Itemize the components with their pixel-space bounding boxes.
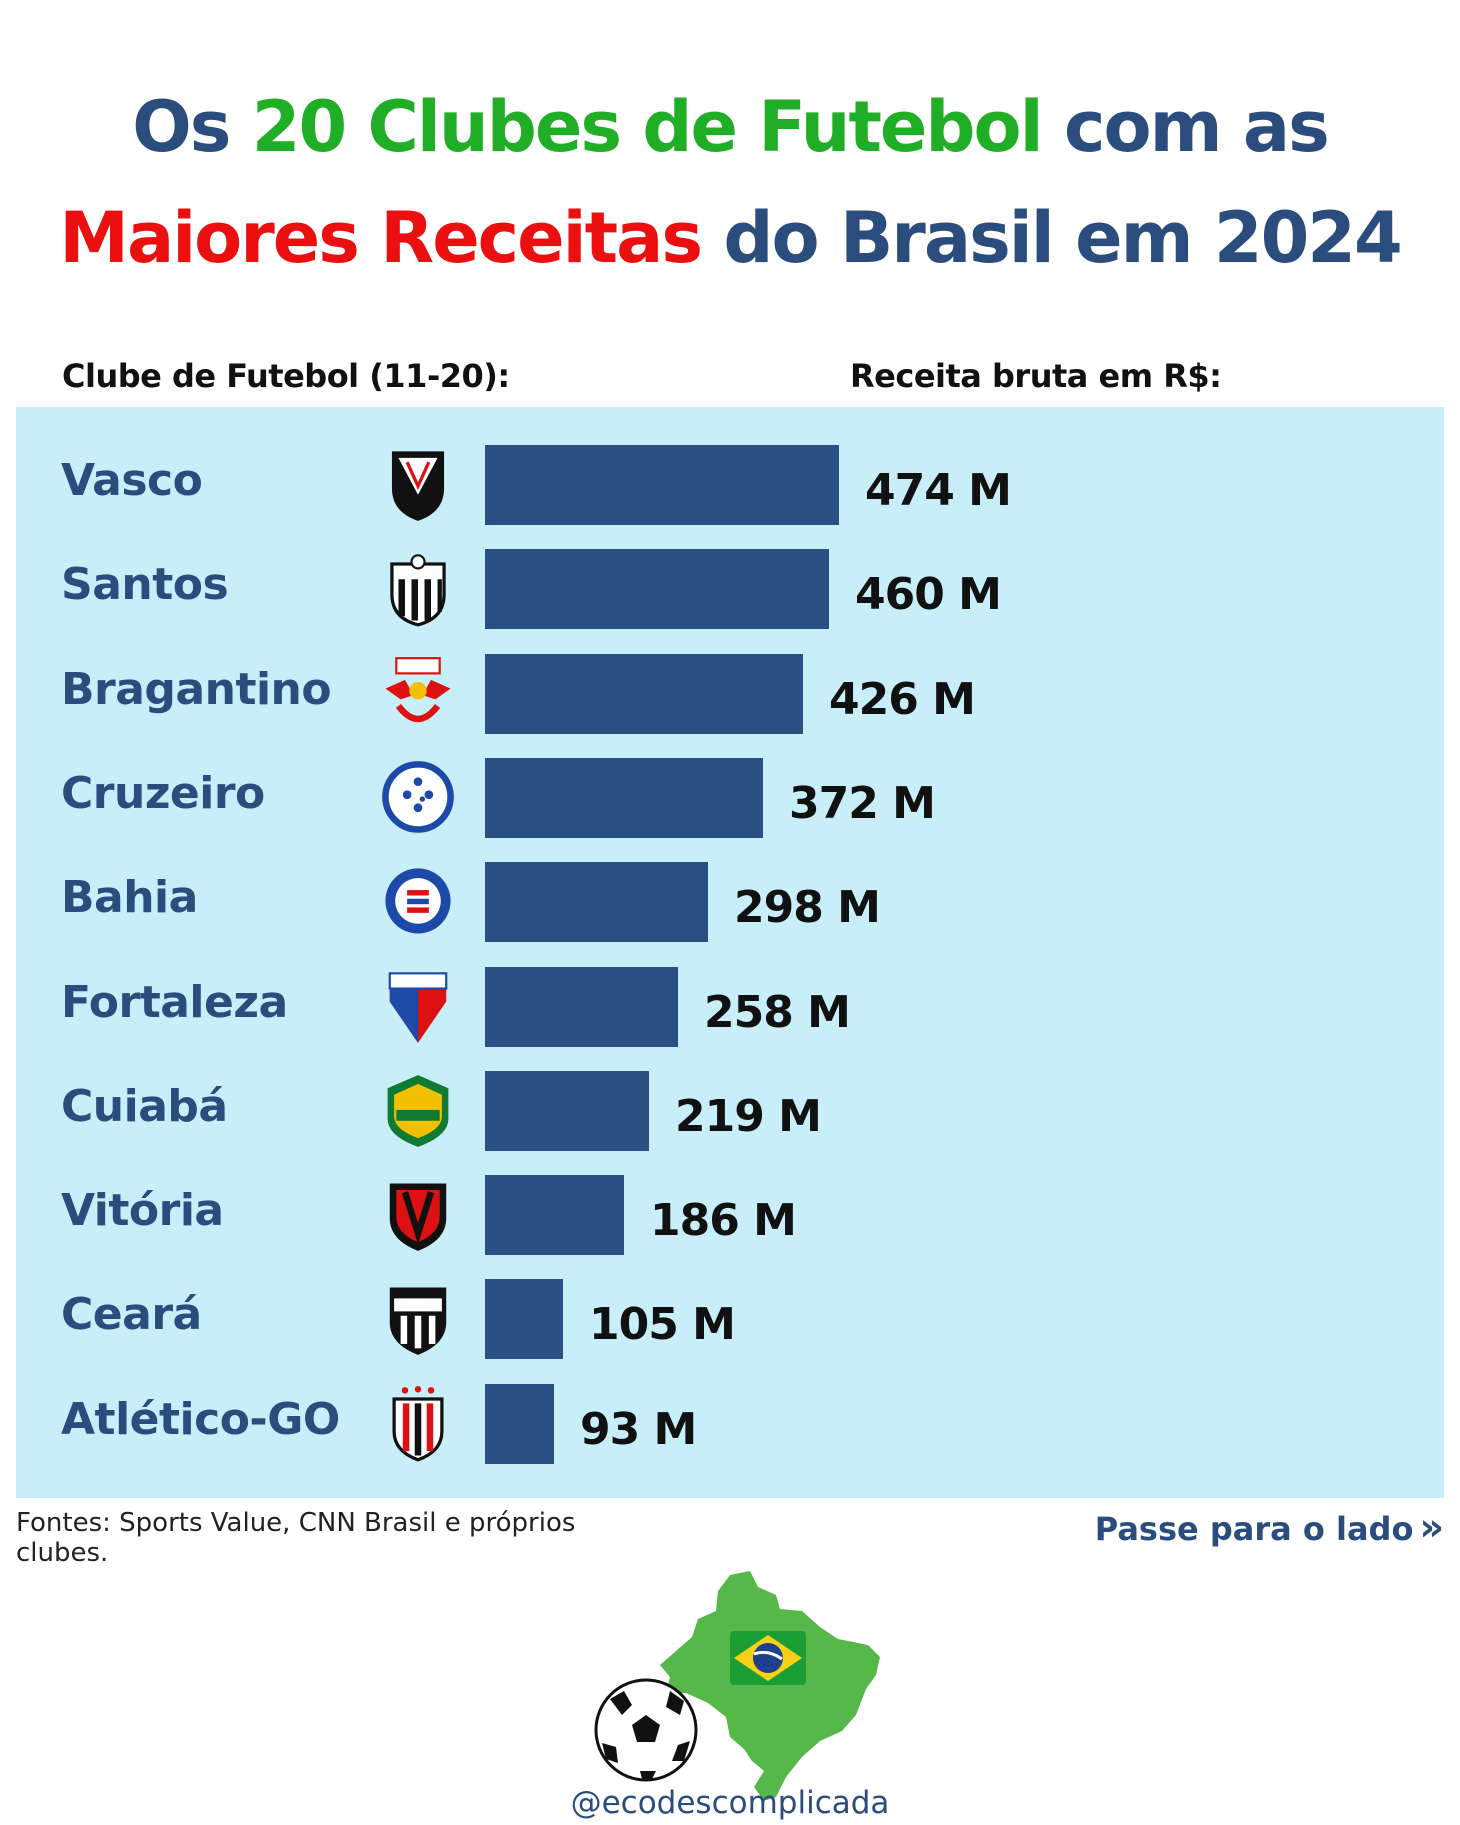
revenue-value-label: 93 M [580,1403,697,1455]
club-label: Vitória [61,1185,224,1237]
club-label: Santos [61,559,229,611]
revenue-value-label: 298 M [734,882,881,934]
sources-note: Fontes: Sports Value, CNN Brasil e própr… [16,1508,576,1568]
revenue-column-header: Receita bruta em R$: [850,357,1222,395]
title-part: Os [132,86,252,168]
revenue-bar [485,757,763,838]
club-label: Ceará [61,1289,202,1341]
title-part: 20 Clubes de Futebol [251,86,1044,168]
soccer-ball-icon [594,1678,698,1782]
double-chevron-right-icon: » [1419,1505,1444,1549]
revenue-bar [485,1175,624,1256]
club-label: Atlético-GO [61,1393,340,1445]
revenue-bar [485,1383,554,1464]
club-column-header: Clube de Futebol (11-20): [62,357,510,395]
swipe-hint[interactable]: Passe para o lado» [1095,1505,1444,1549]
brazil-map-icon [660,1571,880,1800]
revenue-value-label: 372 M [789,777,936,829]
revenue-value-label: 186 M [650,1195,797,1247]
logo [594,1571,880,1800]
revenue-bar [485,1070,649,1151]
title-part: Maiores Receitas [59,197,703,279]
title-part: com as [1041,86,1330,168]
revenue-bar [485,966,678,1047]
title-line-2: Maiores Receitas do Brasil em 2024 [0,203,1460,273]
revenue-bar [485,1279,563,1360]
vasco-crest-icon [391,451,445,521]
santos-crest-icon [390,554,446,627]
revenue-value-label: 219 M [675,1090,822,1142]
revenue-value-label: 426 M [829,673,976,725]
club-label: Cruzeiro [61,767,265,819]
cuiaba-crest-icon [387,1074,449,1147]
ceara-crest-icon [389,1287,447,1356]
club-label: Bahia [61,872,198,924]
revenue-value-label: 105 M [589,1299,736,1351]
atletico-go-crest-icon [392,1385,444,1462]
bahia-crest-icon [385,868,451,934]
club-label: Fortaleza [61,976,288,1028]
revenue-bar [485,862,708,943]
revenue-value-label: 460 M [855,569,1002,621]
title-line-1: Os 20 Clubes de Futebol com as [0,92,1460,162]
revenue-bar [485,653,803,734]
bragantino-crest-icon [385,656,451,722]
title-part: do Brasil em 2024 [701,197,1402,279]
revenue-bar [485,445,839,525]
vitoria-crest-icon [389,1183,447,1251]
instagram-handle: @ecodescomplicada [570,1785,890,1821]
fortaleza-crest-icon [388,971,448,1043]
revenue-bar [485,549,829,630]
brazil-flag-icon [730,1631,806,1685]
swipe-label: Passe para o lado [1094,1510,1414,1548]
cruzeiro-crest-icon [382,760,454,833]
revenue-value-label: 258 M [704,986,851,1038]
club-label: Bragantino [61,663,332,715]
club-label: Cuiabá [61,1080,228,1132]
club-label: Vasco [61,455,203,506]
revenue-value-label: 474 M [865,465,1012,516]
